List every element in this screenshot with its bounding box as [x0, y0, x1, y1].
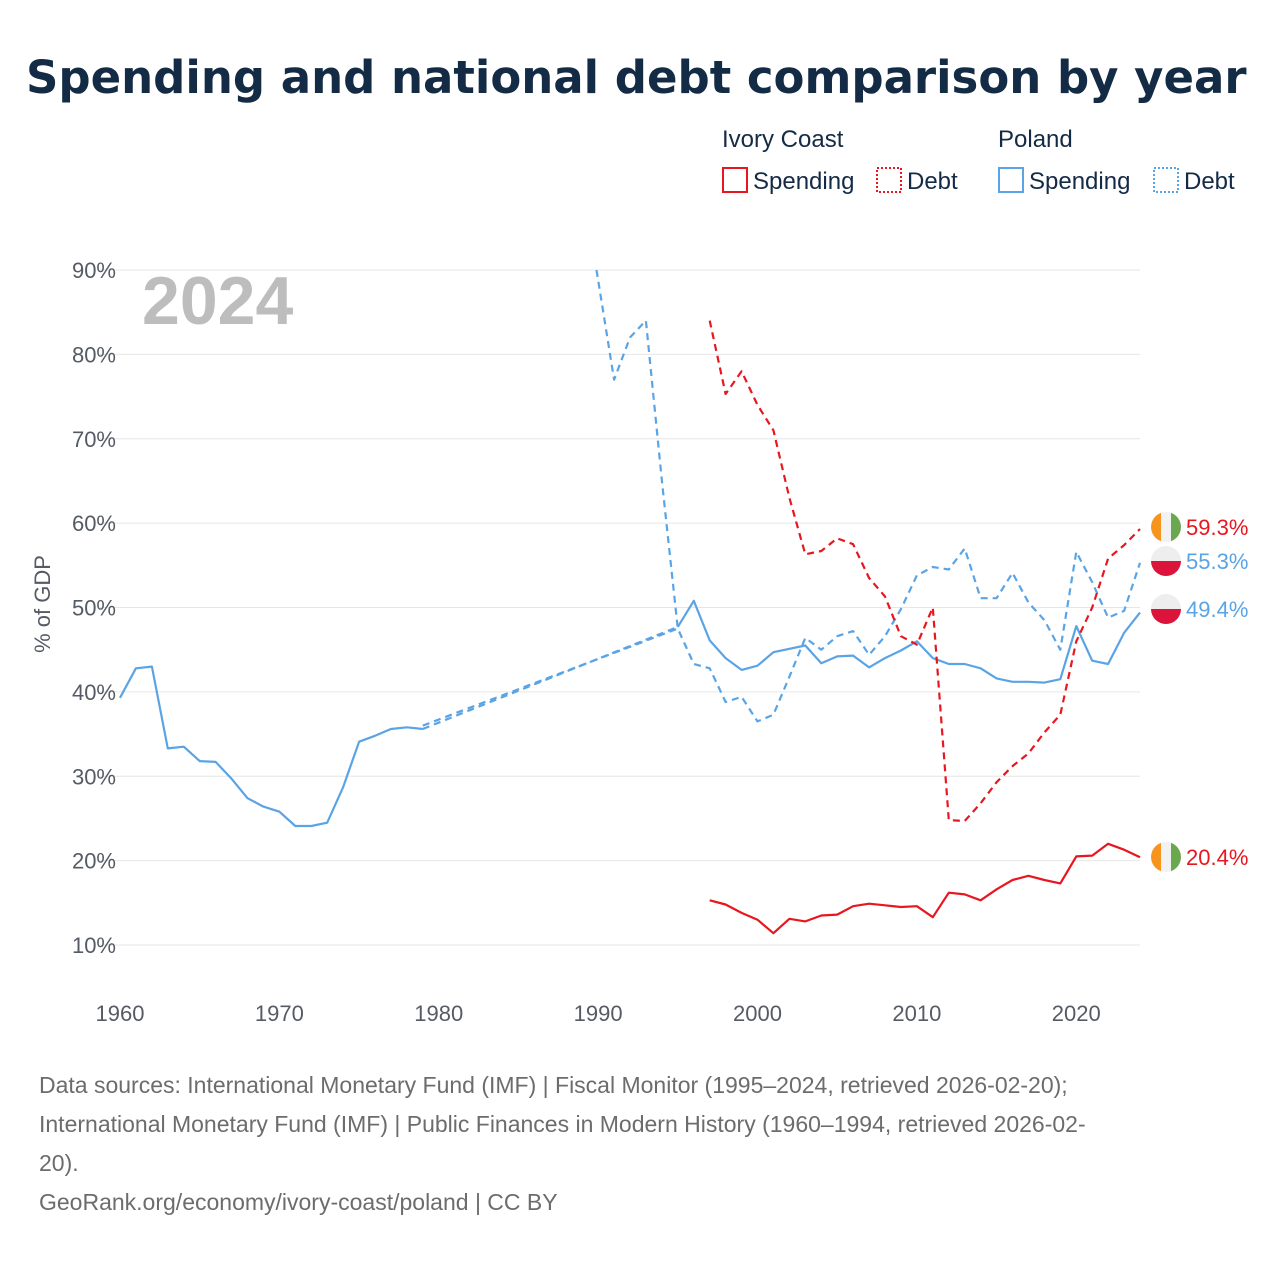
ivory-coast-debt-end-flag: [1151, 512, 1181, 542]
ivory-coast-debt-end-label: 59.3%: [1186, 515, 1248, 540]
y-tick-label: 80%: [72, 342, 116, 367]
legend-swatch-poland-debt[interactable]: [1153, 167, 1179, 193]
y-tick-label: 40%: [72, 680, 116, 705]
y-axis-ticks: 10% 20% 30% 40% 50% 60% 70% 80% 90%: [72, 258, 116, 958]
legend-label-poland-spending: Spending: [1029, 168, 1130, 195]
flag-white-band: [1161, 512, 1171, 542]
flag-orange-band: [1151, 842, 1161, 872]
source-line-1: Data sources: International Monetary Fun…: [39, 1072, 1068, 1098]
x-axis-ticks: 1960 1970 1980 1990 2000 2010 2020: [96, 1001, 1101, 1026]
y-tick-label: 50%: [72, 596, 116, 621]
ivory-coast-spending-end-flag: [1151, 842, 1181, 872]
legend-swatch-ivory-coast-debt[interactable]: [876, 167, 902, 193]
legend-swatch-ivory-coast-spending[interactable]: [722, 167, 748, 193]
x-tick-label: 1980: [414, 1001, 463, 1026]
y-tick-label: 10%: [72, 933, 116, 958]
legend-label-poland-debt: Debt: [1184, 168, 1235, 195]
year-stamp: 2024: [142, 263, 293, 339]
y-tick-label: 60%: [72, 511, 116, 536]
flag-green-band: [1171, 512, 1181, 542]
attribution-link[interactable]: GeoRank.org/economy/ivory-coast/poland |…: [39, 1189, 558, 1215]
chart-title: Spending and national debt comparison by…: [26, 51, 1247, 104]
poland-debt-end-flag: [1151, 546, 1181, 576]
source-line-2: International Monetary Fund (IMF) | Publ…: [39, 1111, 1086, 1137]
legend-group-ivory-coast: Ivory Coast: [722, 126, 844, 153]
flag-white-band: [1151, 594, 1181, 609]
y-tick-label: 70%: [72, 427, 116, 452]
flag-red-band: [1151, 561, 1181, 576]
legend: Ivory Coast Poland Spending Debt Spendin…: [722, 126, 1235, 195]
y-tick-label: 90%: [72, 258, 116, 283]
poland-spending-end-flag: [1151, 594, 1181, 624]
legend-group-poland: Poland: [998, 126, 1073, 153]
poland-spending-line-late: [676, 599, 1141, 684]
flag-green-band: [1171, 842, 1181, 872]
poland-debt-line: [422, 547, 1142, 727]
x-tick-label: 2020: [1052, 1001, 1101, 1026]
ivory-coast-spending-end-label: 20.4%: [1186, 845, 1248, 870]
ivory-coast-spending-line: [709, 842, 1141, 935]
flag-red-band: [1151, 609, 1181, 624]
poland-spending-end-label: 49.4%: [1186, 597, 1248, 622]
y-axis-label: % of GDP: [30, 555, 55, 653]
footer: Data sources: International Monetary Fun…: [39, 1072, 1086, 1215]
legend-swatch-poland-spending[interactable]: [998, 167, 1024, 193]
poland-debt-start-line: [595, 270, 679, 629]
series-lines: [119, 270, 1142, 935]
ivory-coast-debt-line: [708, 320, 1141, 823]
flag-orange-band: [1151, 512, 1161, 542]
flag-white-band: [1151, 546, 1181, 561]
gridlines: [100, 269, 1140, 946]
end-markers: 55.3% 49.4% 59.3% 20.4%: [1151, 512, 1248, 872]
x-tick-label: 2010: [892, 1001, 941, 1026]
flag-white-band: [1161, 842, 1171, 872]
poland-debt-end-label: 55.3%: [1186, 549, 1248, 574]
x-tick-label: 1990: [574, 1001, 623, 1026]
y-tick-label: 30%: [72, 764, 116, 789]
x-tick-label: 1970: [255, 1001, 304, 1026]
legend-label-ivory-coast-debt: Debt: [907, 168, 958, 195]
legend-label-ivory-coast-spending: Spending: [753, 168, 854, 195]
poland-spending-line-early: [119, 665, 423, 828]
poland-spending-gap-bridge: [422, 625, 679, 731]
y-tick-label: 20%: [72, 849, 116, 874]
x-tick-label: 1960: [96, 1001, 145, 1026]
x-tick-label: 2000: [733, 1001, 782, 1026]
source-line-3: 20).: [39, 1150, 79, 1176]
